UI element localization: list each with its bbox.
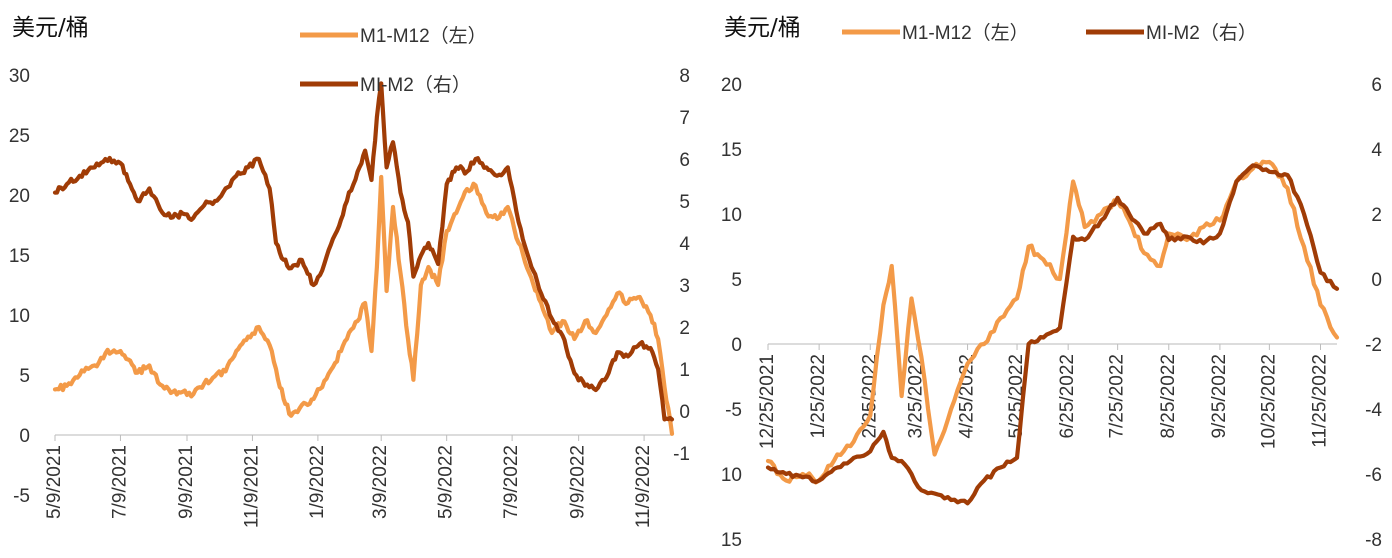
y-left-tick-label: 25	[9, 126, 30, 147]
series-line-mi-m2	[52, 81, 675, 422]
y-right-tick-label: -8	[1365, 530, 1382, 551]
chart-panel-left: 美元/桶 5/9/2021 7/9/2021 9/9/2021 11/9/2021 1/…	[0, 0, 700, 554]
x-tick-label: 6/25/2022	[1057, 354, 1078, 439]
y-right-tick-label: 5	[679, 192, 690, 213]
x-tick-label: 1/9/2022	[307, 445, 328, 519]
y-left-tick-label: 20	[9, 186, 30, 207]
y-left-tick-label: 10	[721, 465, 742, 486]
series-line-m1-m12	[765, 159, 1340, 485]
y-left-tick-label: 15	[9, 246, 30, 267]
legend-label: MI-M2（右）	[1146, 22, 1257, 44]
legend-label: M1-M12（左）	[902, 22, 1029, 44]
y-right-tick-label: -2	[1365, 335, 1382, 356]
y-right-tick-label: 8	[679, 66, 690, 87]
y-unit-label: 美元/桶	[724, 15, 801, 41]
x-tick-label: 3/25/2022	[905, 354, 926, 439]
x-tick-label: 9/25/2022	[1209, 354, 1230, 439]
y-left-tick-label: -5	[13, 486, 30, 507]
y-left-tick-label: -5	[725, 400, 742, 421]
x-tick-label: 11/25/2022	[1310, 354, 1331, 448]
y-right-tick-label: 0	[1371, 270, 1382, 291]
chart-svg-right: 12/25/2021 1/25/2022 2/25/2022 3/25/2022 4/2…	[721, 22, 1383, 551]
y-right-tick-label: 6	[1371, 75, 1382, 96]
x-tick-label: 8/25/2022	[1158, 354, 1179, 439]
y-right-tick-label: 1	[679, 360, 690, 381]
x-tick-label: 5/9/2021	[44, 445, 65, 519]
y-left-tick-label: 20	[721, 75, 742, 96]
y-right-tick-label: 2	[1371, 205, 1382, 226]
y-right-tick-label: 0	[679, 402, 690, 423]
x-tick-label: 11/9/2022	[633, 445, 654, 528]
y-right-tick-label: 3	[679, 276, 690, 297]
y-unit-label: 美元/桶	[12, 15, 89, 41]
x-tick-label: 3/9/2022	[370, 445, 391, 519]
series-line-m1-m12	[52, 174, 675, 436]
y-right-tick-label: -6	[1365, 465, 1382, 486]
y-left-tick-label: 15	[721, 140, 742, 161]
y-left-tick-label: 5	[19, 366, 30, 387]
x-tick-label: 1/25/2022	[808, 354, 829, 439]
x-tick-label: 5/9/2022	[436, 445, 457, 519]
y-right-tick-label: 7	[679, 108, 690, 129]
y-right-tick-label: 6	[679, 150, 690, 171]
chart-svg-left: 5/9/2021 7/9/2021 9/9/2021 11/9/2021 1/9/202…	[9, 25, 691, 528]
y-right-tick-label: 2	[679, 318, 690, 339]
x-tick-label: 7/25/2022	[1107, 354, 1128, 439]
x-tick-label: 10/25/2022	[1258, 354, 1279, 449]
y-left-tick-label: 10	[9, 306, 30, 327]
legend-label: MI-M2（右）	[360, 74, 471, 96]
x-tick-label: 9/9/2022	[568, 445, 589, 519]
y-left-tick-label: 15	[721, 530, 742, 551]
y-left-tick-label: 0	[731, 335, 742, 356]
y-right-tick-label: -4	[1365, 400, 1382, 421]
chart-panel-right: 美元/桶 12/25/2021 1/25/2022 2/25/2022 3/25/20…	[700, 0, 1392, 554]
y-left-tick-label: 0	[19, 426, 30, 447]
series-line-mi-m2	[765, 163, 1340, 506]
y-left-tick-label: 30	[9, 66, 30, 87]
x-tick-label: 7/9/2022	[501, 445, 522, 519]
y-right-tick-label: 4	[679, 234, 690, 255]
y-left-tick-label: 10	[721, 205, 742, 226]
x-tick-label: 12/25/2021	[757, 354, 778, 449]
x-tick-label: 11/9/2021	[241, 445, 262, 528]
y-right-tick-label: -1	[673, 444, 690, 465]
x-tick-label: 7/9/2021	[109, 445, 130, 519]
legend-label: M1-M12（左）	[360, 25, 487, 47]
x-tick-label: 9/9/2021	[176, 445, 197, 519]
y-left-tick-label: 5	[731, 270, 742, 291]
y-right-tick-label: 4	[1371, 140, 1382, 161]
